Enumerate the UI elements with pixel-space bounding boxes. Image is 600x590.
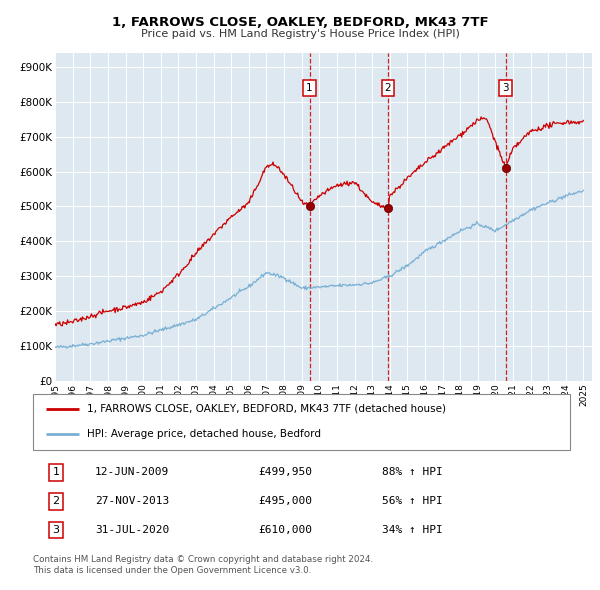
Text: 31-JUL-2020: 31-JUL-2020 bbox=[95, 525, 169, 535]
Text: £499,950: £499,950 bbox=[259, 467, 313, 477]
Text: 56% ↑ HPI: 56% ↑ HPI bbox=[382, 496, 443, 506]
Text: 3: 3 bbox=[53, 525, 59, 535]
Text: 1: 1 bbox=[307, 83, 313, 93]
Text: £610,000: £610,000 bbox=[259, 525, 313, 535]
Text: Contains HM Land Registry data © Crown copyright and database right 2024.: Contains HM Land Registry data © Crown c… bbox=[33, 555, 373, 564]
Text: 27-NOV-2013: 27-NOV-2013 bbox=[95, 496, 169, 506]
Text: 1, FARROWS CLOSE, OAKLEY, BEDFORD, MK43 7TF (detached house): 1, FARROWS CLOSE, OAKLEY, BEDFORD, MK43 … bbox=[87, 404, 446, 414]
Text: Price paid vs. HM Land Registry's House Price Index (HPI): Price paid vs. HM Land Registry's House … bbox=[140, 29, 460, 38]
Text: HPI: Average price, detached house, Bedford: HPI: Average price, detached house, Bedf… bbox=[87, 430, 320, 440]
Text: 12-JUN-2009: 12-JUN-2009 bbox=[95, 467, 169, 477]
FancyBboxPatch shape bbox=[33, 394, 570, 450]
Text: 2: 2 bbox=[385, 83, 391, 93]
Text: 3: 3 bbox=[502, 83, 509, 93]
Text: This data is licensed under the Open Government Licence v3.0.: This data is licensed under the Open Gov… bbox=[33, 566, 311, 575]
Text: 88% ↑ HPI: 88% ↑ HPI bbox=[382, 467, 443, 477]
Text: 2: 2 bbox=[53, 496, 59, 506]
Text: £495,000: £495,000 bbox=[259, 496, 313, 506]
Text: 34% ↑ HPI: 34% ↑ HPI bbox=[382, 525, 443, 535]
Text: 1, FARROWS CLOSE, OAKLEY, BEDFORD, MK43 7TF: 1, FARROWS CLOSE, OAKLEY, BEDFORD, MK43 … bbox=[112, 16, 488, 29]
Text: 1: 1 bbox=[53, 467, 59, 477]
